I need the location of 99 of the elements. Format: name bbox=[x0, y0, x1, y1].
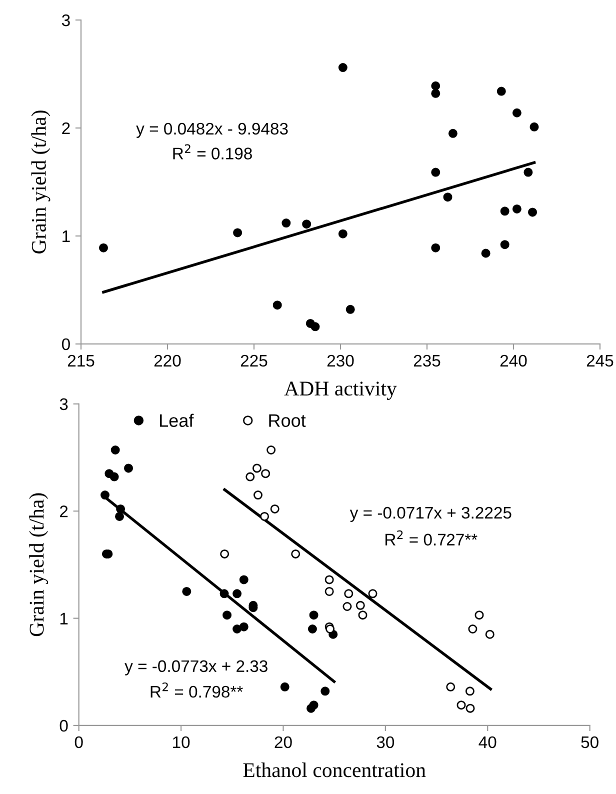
x-tick-label: 50 bbox=[581, 736, 598, 748]
point bbox=[239, 622, 248, 632]
y-tick-label: 3 bbox=[60, 398, 68, 410]
y-axis-title: Grain yield (t/ha) bbox=[31, 110, 50, 254]
point bbox=[222, 610, 232, 620]
point bbox=[358, 610, 368, 620]
point bbox=[431, 81, 440, 90]
point bbox=[110, 446, 120, 454]
point bbox=[116, 504, 126, 514]
x-tick-label: 20 bbox=[274, 736, 292, 748]
point bbox=[326, 624, 335, 634]
point bbox=[110, 472, 119, 482]
point bbox=[291, 549, 300, 558]
point bbox=[465, 686, 474, 696]
x-tick-label: 225 bbox=[240, 354, 268, 367]
point bbox=[302, 220, 312, 229]
point bbox=[309, 610, 318, 620]
x-tick-label: 215 bbox=[68, 354, 94, 367]
point bbox=[308, 624, 317, 634]
x-tick-label: 230 bbox=[327, 354, 354, 367]
point bbox=[320, 686, 330, 696]
point bbox=[338, 229, 348, 238]
x-axis-title: Ethanol concentration bbox=[243, 762, 426, 778]
point bbox=[220, 589, 229, 598]
y-tick-label: 2 bbox=[60, 506, 68, 518]
point bbox=[524, 168, 533, 177]
point bbox=[431, 168, 440, 177]
point bbox=[324, 575, 334, 584]
point bbox=[368, 589, 378, 598]
point bbox=[500, 206, 510, 216]
point bbox=[280, 682, 290, 692]
x-tick-label: 220 bbox=[154, 354, 181, 367]
point bbox=[266, 446, 276, 454]
x-tick-label: 30 bbox=[376, 736, 394, 748]
y-tick-label: 1 bbox=[62, 230, 70, 242]
point bbox=[474, 610, 484, 620]
legend-label: Root bbox=[269, 414, 306, 427]
point bbox=[500, 240, 510, 250]
point bbox=[431, 88, 440, 98]
point bbox=[182, 586, 192, 596]
y-tick-label: 0 bbox=[62, 338, 70, 350]
point bbox=[456, 700, 466, 710]
annotation: R$^{2}$ = 0.798** bbox=[150, 682, 243, 698]
point bbox=[485, 630, 494, 639]
point bbox=[356, 600, 365, 610]
point bbox=[446, 682, 456, 692]
point bbox=[309, 700, 318, 710]
x-tick-label: 245 bbox=[586, 354, 614, 367]
legend-label: Leaf bbox=[160, 414, 194, 427]
point bbox=[448, 128, 458, 138]
y-tick-label: 2 bbox=[62, 122, 70, 134]
point bbox=[239, 575, 248, 584]
x-tick-label: 40 bbox=[478, 736, 496, 748]
y-axis-title: Grain yield (t/ha) bbox=[29, 493, 48, 636]
point bbox=[481, 248, 490, 258]
point bbox=[220, 549, 230, 558]
x-tick-label: 235 bbox=[414, 354, 440, 367]
point bbox=[344, 589, 354, 598]
point bbox=[528, 208, 538, 217]
point bbox=[233, 228, 242, 238]
point bbox=[100, 490, 110, 500]
point bbox=[338, 63, 348, 72]
point bbox=[261, 469, 270, 478]
point bbox=[512, 108, 522, 118]
point bbox=[346, 304, 355, 314]
point bbox=[252, 464, 262, 473]
point bbox=[98, 243, 108, 252]
x-tick-label: 0 bbox=[74, 736, 83, 748]
point bbox=[232, 624, 242, 634]
point bbox=[246, 472, 255, 482]
x-tick-label: 10 bbox=[173, 736, 190, 748]
x-axis-title: ADH activity bbox=[284, 382, 397, 400]
point bbox=[115, 512, 124, 521]
point bbox=[324, 586, 334, 596]
point bbox=[468, 624, 478, 634]
y-tick-label: 0 bbox=[60, 720, 68, 732]
point bbox=[260, 512, 270, 521]
point bbox=[124, 464, 134, 473]
point bbox=[310, 322, 320, 332]
annotation: y = -0.0717x + 3.2225 bbox=[350, 506, 512, 522]
point bbox=[443, 192, 452, 202]
point bbox=[232, 589, 242, 598]
annotation: y = 0.0482x - 9.9483 bbox=[136, 122, 288, 138]
annotation: y = -0.0773x + 2.33 bbox=[124, 660, 268, 676]
point bbox=[282, 218, 291, 228]
point bbox=[431, 243, 440, 252]
point bbox=[496, 86, 506, 96]
point bbox=[512, 204, 522, 214]
point bbox=[272, 300, 282, 310]
annotation: R$^{2}$ = 0.198 bbox=[173, 144, 252, 160]
point bbox=[270, 504, 280, 514]
point bbox=[466, 704, 475, 713]
x-tick-label: 240 bbox=[500, 354, 527, 367]
point bbox=[530, 122, 539, 132]
annotation: R$^{2}$ = 0.727** bbox=[386, 530, 478, 546]
point bbox=[253, 490, 262, 500]
y-tick-label: 3 bbox=[62, 14, 70, 26]
y-tick-label: 1 bbox=[60, 612, 68, 624]
point bbox=[342, 602, 352, 611]
